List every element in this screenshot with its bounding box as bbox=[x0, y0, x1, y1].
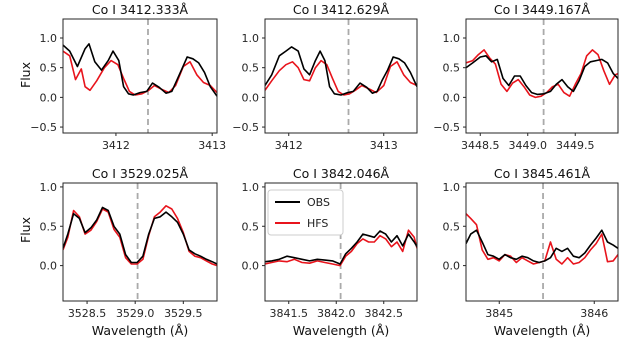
y-axis-label-top: Flux bbox=[18, 62, 33, 88]
y-tick-label: 0.5 bbox=[40, 220, 58, 233]
x-tick-label: 3448.5 bbox=[461, 139, 500, 152]
y-tick-label: 0.0 bbox=[40, 260, 58, 273]
y-tick-label: 0.5 bbox=[242, 62, 260, 75]
y-tick-label: 1.0 bbox=[242, 32, 260, 45]
series-hfs-line bbox=[466, 49, 618, 99]
y-tick-label: 0.5 bbox=[443, 220, 461, 233]
panel-title: Co I 3449.167Å bbox=[494, 2, 591, 17]
axes-frame bbox=[62, 18, 218, 134]
series-obs-line bbox=[265, 230, 417, 265]
axes-frame bbox=[62, 182, 218, 302]
legend-frame bbox=[267, 189, 344, 236]
axes-frame bbox=[264, 18, 418, 134]
x-tick-label: 3842.0 bbox=[317, 307, 356, 320]
series-hfs-line bbox=[265, 59, 417, 96]
y-tick-label: 0.0 bbox=[443, 260, 461, 273]
y-tick-label: 1.0 bbox=[443, 32, 461, 45]
x-tick-label: 3529.0 bbox=[116, 307, 155, 320]
x-tick-label: 3413 bbox=[198, 139, 226, 152]
axes-frame bbox=[465, 18, 619, 134]
series-obs-line bbox=[466, 229, 618, 264]
y-tick-label: −0.5 bbox=[232, 121, 259, 134]
series-obs-line bbox=[63, 43, 217, 97]
x-axis-label-3: Wavelength (Å) bbox=[494, 323, 590, 338]
x-tick-label: 3528.5 bbox=[68, 307, 107, 320]
panel-title: Co I 3845.461Å bbox=[494, 166, 591, 181]
series-hfs-line bbox=[63, 50, 217, 96]
series-obs-line bbox=[466, 55, 618, 96]
y-tick-label: 1.0 bbox=[40, 181, 58, 194]
plot-area bbox=[63, 43, 217, 97]
y-tick-label: 0.0 bbox=[242, 91, 260, 104]
panel-title: Co I 3412.629Å bbox=[293, 2, 390, 17]
y-tick-label: 1.0 bbox=[242, 181, 260, 194]
axes-frame bbox=[264, 182, 418, 302]
y-tick-label: 0.5 bbox=[40, 62, 58, 75]
plot-area bbox=[265, 46, 417, 96]
panel-1: Co I 3412.333Å −0.5 0.0 0.5 1.0 3412 3413 bbox=[30, 2, 226, 152]
y-tick-label: 1.0 bbox=[40, 32, 58, 45]
x-tick-label: 3841.5 bbox=[270, 307, 309, 320]
x-tick-label: 3412 bbox=[275, 139, 303, 152]
panel-2: Co I 3412.629Å −0.5 0.0 0.5 1.0 3412 3413 bbox=[232, 2, 418, 152]
y-tick-label: 0.0 bbox=[443, 91, 461, 104]
y-tick-label: 0.5 bbox=[242, 220, 260, 233]
series-hfs-line bbox=[63, 205, 217, 267]
panel-title: Co I 3529.025Å bbox=[92, 166, 189, 181]
legend-hfs-label: HFS bbox=[307, 217, 328, 230]
y-tick-label: 0.0 bbox=[242, 260, 260, 273]
legend: OBS HFS bbox=[267, 189, 344, 236]
panel-3: Co I 3449.167Å −0.5 0.0 0.5 1.0 3448.5 3449.0 3… bbox=[433, 2, 619, 152]
x-tick-label: 3412 bbox=[102, 139, 130, 152]
x-tick-label: 3842.5 bbox=[365, 307, 404, 320]
y-tick-label: 1.0 bbox=[443, 181, 461, 194]
plot-area bbox=[63, 205, 217, 267]
series-hfs-line bbox=[265, 229, 417, 267]
y-axis-label-bottom: Flux bbox=[18, 217, 33, 243]
x-tick-label: 3413 bbox=[370, 139, 398, 152]
x-tick-label: 3529.5 bbox=[164, 307, 203, 320]
series-obs-line bbox=[265, 46, 417, 96]
x-tick-label: 3846 bbox=[580, 307, 608, 320]
plot-area bbox=[466, 49, 618, 99]
plot-area bbox=[265, 229, 417, 267]
y-tick-label: 0.0 bbox=[40, 91, 58, 104]
x-tick-label: 3845 bbox=[485, 307, 513, 320]
panel-5: Co I 3842.046Å 0.0 0.5 1.0 3841.5 3842.0 3842.… bbox=[242, 166, 418, 320]
y-tick-label: −0.5 bbox=[433, 121, 460, 134]
panel-6: Co I 3845.461Å 0.0 0.5 1.0 3845 3846 bbox=[443, 166, 619, 320]
legend-obs-label: OBS bbox=[307, 196, 330, 209]
panel-title: Co I 3842.046Å bbox=[293, 166, 390, 181]
panel-4: Co I 3529.025Å 0.0 0.5 1.0 3528.5 3529.0 3529.… bbox=[40, 166, 218, 320]
axes-frame bbox=[465, 182, 619, 302]
y-tick-label: 0.5 bbox=[443, 62, 461, 75]
x-tick-label: 3449.5 bbox=[556, 139, 595, 152]
plot-area bbox=[466, 213, 618, 265]
series-obs-line bbox=[63, 206, 217, 265]
y-tick-label: −0.5 bbox=[30, 121, 57, 134]
x-tick-label: 3449.0 bbox=[509, 139, 548, 152]
x-axis-label-2: Wavelength (Å) bbox=[293, 323, 389, 338]
x-axis-label-1: Wavelength (Å) bbox=[92, 323, 188, 338]
panel-title: Co I 3412.333Å bbox=[92, 2, 189, 17]
